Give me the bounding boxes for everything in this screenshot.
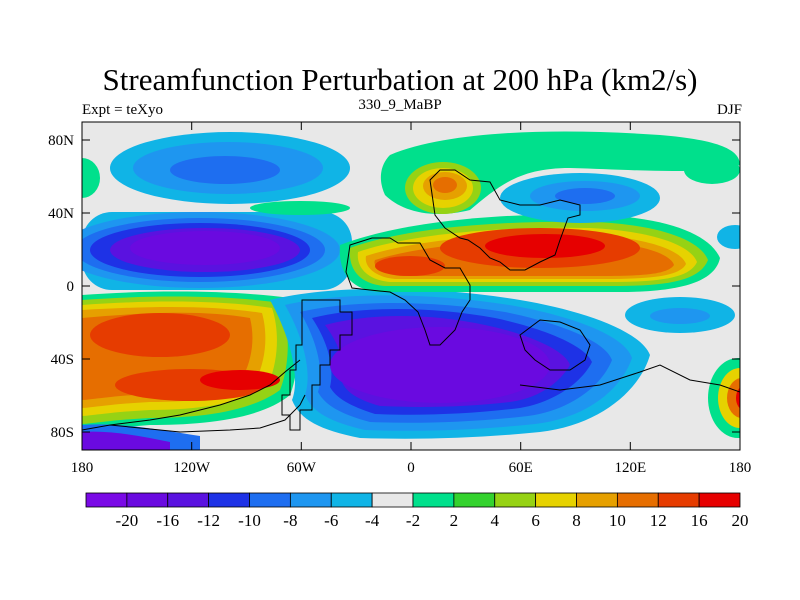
colorbar-swatch <box>616 492 659 508</box>
colorbar-swatch <box>698 492 741 508</box>
colorbar-swatch <box>249 492 291 508</box>
colorbar-labels: -20 -16 -12 -10 -8 -6 -4 -2 2 4 6 8 10 12 16 20 <box>116 511 749 530</box>
lon-label-120w: 120W <box>173 460 211 476</box>
colorbar-swatch <box>371 492 414 508</box>
colorbar-label: 2 <box>450 511 459 530</box>
contour-strip-atlantic-green <box>250 201 350 215</box>
coastlines <box>82 169 740 433</box>
lat-axis <box>82 139 740 433</box>
colorbar-label: 8 <box>572 511 581 530</box>
run-label: 330_9_MaBP <box>358 97 442 113</box>
lat-label-80n: 80N <box>48 133 74 149</box>
contour-blob-tropical-pacific-negative <box>82 212 352 290</box>
colorbar-label: -8 <box>283 511 297 530</box>
colorbar-label: -12 <box>197 511 220 530</box>
colorbar-swatch <box>330 492 373 508</box>
colorbar-swatch <box>126 492 169 508</box>
colorbar-label: -6 <box>324 511 338 530</box>
contour-blob-north-pacific-negative <box>110 132 350 204</box>
experiment-label: Expt = teXyo <box>82 102 163 118</box>
map-title: Streamfunction Perturbation at 200 hPa (… <box>102 62 698 97</box>
contour-blob-dateline-north <box>82 158 100 198</box>
lon-label-60w: 60W <box>287 460 317 476</box>
colorbar-swatch <box>167 492 210 508</box>
colorbar-label: -10 <box>238 511 261 530</box>
contour-blob-east-asia-negative <box>500 173 660 223</box>
contour-blob-northeast-green <box>684 156 740 184</box>
colorbar-label: 6 <box>531 511 540 530</box>
colorbar-label: -4 <box>365 511 380 530</box>
colorbar-swatch <box>535 492 577 508</box>
lat-label-80s: 80S <box>51 425 74 441</box>
lon-axis <box>81 122 741 450</box>
lat-label-40n: 40N <box>48 206 74 222</box>
contour-blob-southern-negative <box>270 288 650 439</box>
lon-label-120e: 120E <box>614 460 646 476</box>
lon-label-60e: 60E <box>509 460 533 476</box>
lat-label-eq: 0 <box>67 279 75 295</box>
lon-label-180e: 180 <box>729 460 752 476</box>
lon-label-180w: 180 <box>71 460 94 476</box>
colorbar-swatch <box>494 492 537 508</box>
colorbar-label: -20 <box>116 511 139 530</box>
colorbar-swatch <box>576 492 618 508</box>
colorbar-label: 20 <box>732 511 749 530</box>
colorbar-label: 10 <box>609 511 626 530</box>
contour-blob-east-pacific-core <box>650 308 710 324</box>
colorbar <box>85 492 741 508</box>
colorbar-label: -16 <box>156 511 179 530</box>
colorbar-swatch <box>289 492 332 508</box>
colorbar-swatch <box>412 492 455 508</box>
lat-label-40s: 40S <box>51 352 74 368</box>
colorbar-swatch <box>453 492 496 508</box>
colorbar-label: -2 <box>406 511 420 530</box>
lon-label-0: 0 <box>407 460 415 476</box>
colorbar-label: 16 <box>691 511 708 530</box>
contour-strip-southwest-core <box>82 431 170 450</box>
colorbar-swatch <box>85 492 128 508</box>
contour-blob-east-edge <box>717 225 740 249</box>
contour-blob-south-pacific-positive <box>82 291 298 432</box>
colorbar-swatch <box>208 492 250 508</box>
contour-field <box>82 131 740 450</box>
contour-blob-dateline-south-positive <box>708 358 740 438</box>
colorbar-label: 12 <box>650 511 667 530</box>
season-label: DJF <box>716 102 742 118</box>
colorbar-swatch <box>657 492 700 508</box>
colorbar-label: 4 <box>491 511 500 530</box>
